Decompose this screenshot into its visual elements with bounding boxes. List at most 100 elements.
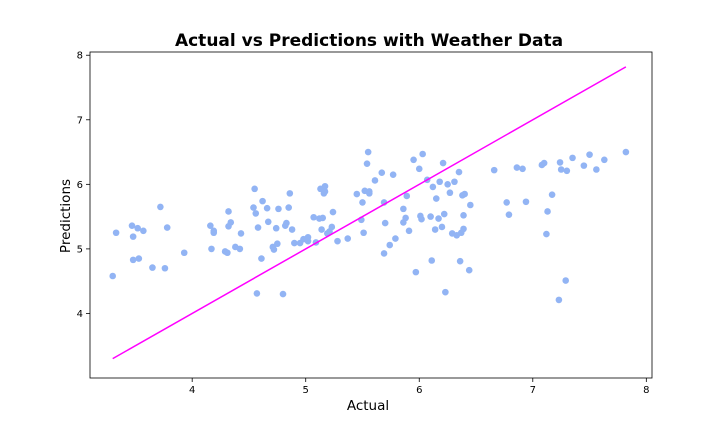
data-point: [254, 224, 262, 231]
data-point: [455, 168, 463, 176]
x-tick-label: 8: [643, 385, 649, 396]
y-tick-label: 6: [77, 180, 83, 191]
data-point: [555, 296, 563, 304]
data-point: [467, 201, 474, 209]
data-point: [279, 290, 287, 298]
data-point: [112, 229, 120, 237]
data-point: [460, 225, 467, 233]
data-point: [503, 199, 510, 206]
data-point: [207, 222, 214, 229]
data-point: [580, 162, 588, 169]
data-point: [344, 235, 352, 242]
data-point: [440, 210, 448, 218]
x-tick-label: 6: [416, 385, 422, 396]
data-point: [210, 229, 218, 237]
data-point: [250, 204, 257, 211]
axes: 4 5 6 7 8 4 5 6 7 8: [77, 51, 653, 396]
data-point: [129, 256, 137, 264]
x-tick-label: 7: [530, 385, 536, 396]
data-point: [439, 159, 447, 167]
y-tick-label: 8: [77, 51, 83, 62]
data-point: [446, 189, 454, 197]
data-point: [258, 255, 265, 262]
data-point: [364, 148, 372, 156]
data-point: [318, 226, 325, 233]
data-point: [389, 171, 397, 178]
data-point: [275, 205, 282, 213]
data-point: [264, 218, 272, 226]
data-point: [544, 208, 551, 215]
x-axis-label: Actual: [347, 398, 389, 414]
data-point: [381, 219, 389, 227]
data-point: [540, 159, 548, 167]
data-point: [444, 181, 451, 188]
data-point: [451, 178, 458, 186]
data-point: [353, 190, 361, 198]
data-point: [428, 257, 436, 264]
data-point: [415, 165, 423, 173]
data-point: [456, 257, 464, 265]
data-point: [270, 246, 278, 253]
data-point: [274, 240, 281, 248]
data-point: [543, 230, 550, 238]
data-point: [419, 150, 426, 158]
data-point: [334, 237, 341, 245]
data-point: [224, 249, 231, 257]
data-point: [134, 224, 141, 232]
data-point: [410, 156, 417, 164]
data-point: [359, 199, 366, 206]
data-point: [371, 177, 379, 184]
data-point: [436, 178, 443, 186]
data-point: [563, 167, 571, 175]
data-point: [328, 223, 336, 231]
data-point: [548, 191, 556, 198]
data-point: [490, 166, 498, 174]
data-point: [442, 288, 449, 296]
data-point: [304, 233, 312, 241]
data-point: [460, 212, 467, 219]
data-point: [557, 166, 565, 173]
data-point: [586, 151, 593, 158]
data-point: [272, 224, 280, 232]
axes-frame: [89, 51, 653, 379]
data-point: [253, 290, 261, 297]
data-point: [263, 204, 271, 212]
data-point: [601, 156, 608, 164]
y-tick-label: 5: [77, 244, 83, 255]
data-point: [161, 264, 169, 272]
data-point: [310, 213, 317, 221]
data-point: [513, 164, 521, 171]
data-point: [149, 264, 156, 271]
reference-line: [112, 66, 627, 360]
y-tick-label: 4: [77, 309, 83, 320]
data-point: [412, 268, 420, 276]
data-point: [329, 208, 337, 216]
data-point: [227, 219, 235, 226]
data-point: [380, 250, 388, 257]
data-point: [109, 272, 117, 280]
data-point: [236, 245, 244, 253]
data-point: [288, 226, 296, 233]
data-point: [251, 185, 258, 193]
data-point: [285, 204, 292, 211]
data-point: [405, 227, 413, 235]
data-point: [259, 197, 266, 205]
data-point: [465, 266, 473, 274]
data-point: [135, 255, 143, 262]
data-point: [556, 159, 564, 166]
plot-area: [109, 66, 630, 360]
data-point: [157, 203, 164, 211]
data-point: [418, 215, 425, 223]
data-point: [378, 169, 386, 177]
data-point: [128, 222, 136, 229]
data-point: [321, 182, 329, 190]
x-tick-label: 5: [303, 385, 309, 396]
data-point: [321, 188, 329, 195]
x-tick-label: 4: [189, 385, 195, 396]
data-point: [386, 241, 394, 249]
data-point: [522, 198, 530, 206]
data-point: [237, 230, 245, 237]
data-point: [562, 277, 570, 284]
data-point: [140, 227, 147, 235]
